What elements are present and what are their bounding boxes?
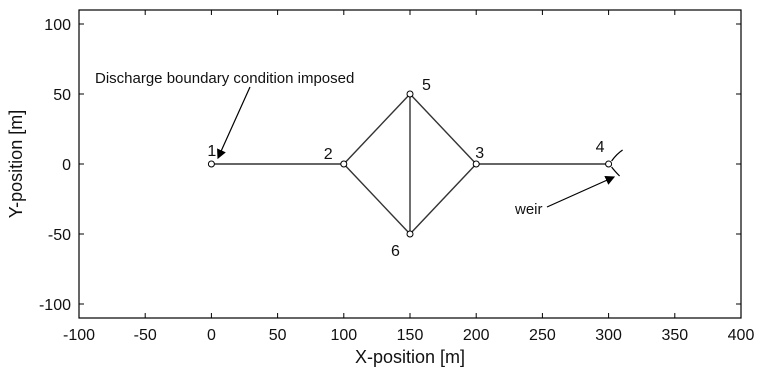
y-ticks: 100 50 0 -50 -100 [39, 17, 741, 314]
y-tick-label: -50 [48, 227, 71, 244]
x-axis-title: X-position [m] [355, 347, 465, 367]
node-6-marker [406, 230, 414, 238]
annotation-discharge-arrow [217, 86, 251, 160]
node-6-label: 6 [391, 243, 400, 260]
x-tick-label: 200 [463, 327, 490, 344]
node-5-marker [406, 90, 414, 98]
node-1-marker [207, 160, 215, 168]
node-4-marker [605, 160, 613, 168]
y-tick-label: -100 [39, 297, 71, 314]
annotation-discharge: Discharge boundary condition imposed [95, 70, 354, 87]
weir-mark-upper [611, 149, 623, 162]
x-tick-label: 150 [397, 327, 424, 344]
edge-6-3 [409, 163, 477, 235]
x-tick-label: 100 [330, 327, 357, 344]
y-tick-label: 100 [44, 17, 71, 34]
node-3-marker [472, 160, 480, 168]
x-tick-label: 300 [595, 327, 622, 344]
x-ticks: -100 -50 0 50 100 150 200 250 300 350 400 [63, 10, 754, 344]
weir-marker [611, 149, 623, 177]
weir-mark-lower [611, 166, 621, 177]
edge-5-3 [409, 93, 477, 165]
y-tick-label: 50 [53, 87, 71, 104]
node-3-label: 3 [475, 145, 484, 162]
x-tick-label: 0 [207, 327, 216, 344]
annotation-weir-arrow [546, 176, 616, 208]
x-tick-label: 400 [728, 327, 755, 344]
x-tick-label: -50 [134, 327, 157, 344]
network-nodes: 1 2 3 4 5 6 [207, 77, 613, 260]
network-edges [211, 93, 609, 235]
annotation-weir: weir [514, 201, 543, 218]
y-axis-title: Y-position [m] [6, 110, 26, 218]
edge-2-5 [343, 93, 411, 165]
y-tick-label: 0 [62, 157, 71, 174]
node-4-label: 4 [596, 139, 605, 156]
node-5-label: 5 [422, 77, 431, 94]
x-tick-label: -100 [63, 327, 95, 344]
edge-2-6 [343, 163, 411, 235]
node-2-marker [340, 160, 348, 168]
x-tick-label: 250 [529, 327, 556, 344]
annotations: Discharge boundary condition imposed wei… [95, 70, 616, 218]
x-tick-label: 350 [661, 327, 688, 344]
x-tick-label: 50 [269, 327, 287, 344]
node-2-label: 2 [324, 146, 333, 163]
node-1-label: 1 [207, 143, 216, 160]
